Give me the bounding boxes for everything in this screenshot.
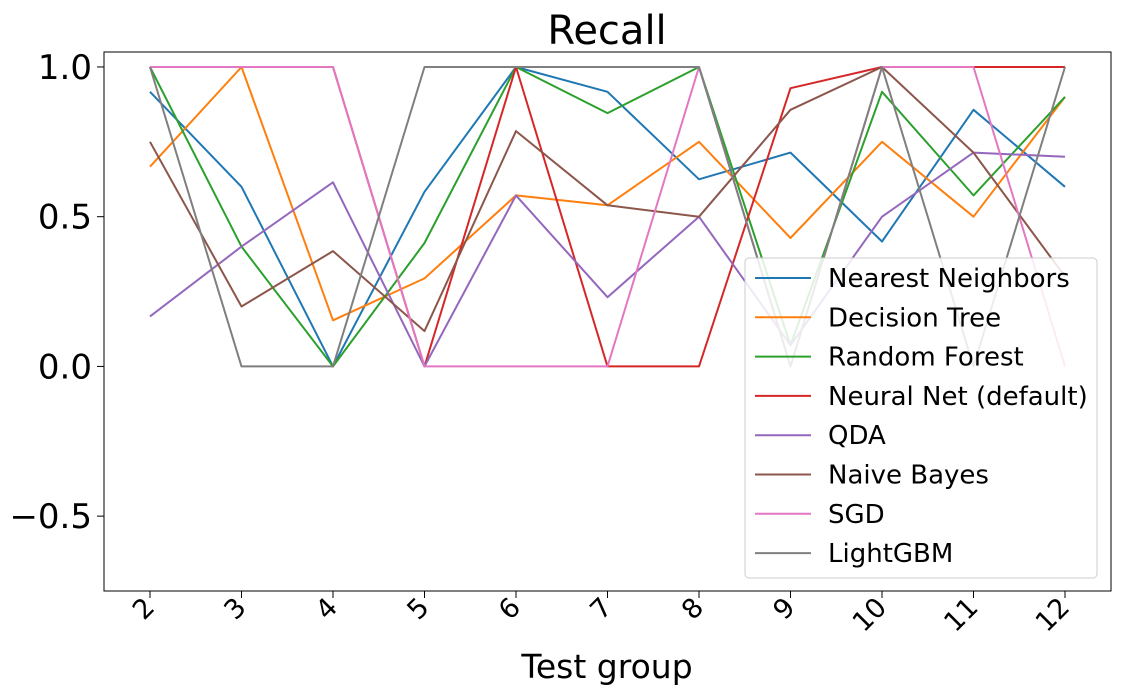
legend-label: QDA (828, 421, 886, 451)
y-axis: 1.0 0.5 0.0 −0.5 (9, 48, 104, 537)
x-tick-label: 11 (938, 592, 984, 638)
x-tick-label: 6 (493, 592, 527, 626)
series-line-random-forest (149, 66, 1066, 368)
chart-title: Recall (547, 8, 666, 54)
x-tick-label: 12 (1030, 592, 1076, 638)
y-tick-label: 0.0 (38, 347, 92, 387)
x-tick-label: 10 (847, 592, 893, 638)
x-tick-label: 7 (584, 592, 618, 626)
x-tick-label: 3 (218, 592, 252, 626)
legend-label: Decision Tree (828, 303, 1001, 333)
series-line-lightgbm (149, 66, 1066, 368)
x-axis-label: Test group (520, 647, 692, 686)
x-tick-label: 4 (310, 592, 344, 626)
x-tick-label: 2 (127, 592, 161, 626)
legend: Nearest Neighbors Decision Tree Random For… (744, 257, 1098, 579)
y-tick-label: 0.5 (38, 198, 92, 238)
x-tick-label: 9 (767, 592, 801, 626)
series-line-qda (149, 151, 1066, 368)
series-line-naive-bayes (149, 66, 1066, 333)
legend-label: Random Forest (828, 343, 1024, 373)
series-line-nearest-neighbors (149, 66, 1066, 368)
x-tick-label: 8 (676, 592, 710, 626)
legend-label: LightGBM (828, 539, 953, 569)
y-tick-label: −0.5 (9, 497, 92, 537)
y-tick-label: 1.0 (38, 48, 92, 88)
x-tick-label: 5 (401, 592, 435, 626)
legend-label: Neural Net (default) (828, 382, 1088, 412)
series-line-sgd (150, 66, 1066, 368)
legend-label: SGD (828, 500, 885, 530)
x-axis: 2 3 4 5 6 7 8 9 10 11 12 (127, 591, 1076, 638)
legend-box (744, 257, 1098, 579)
legend-label: Naive Bayes (828, 461, 989, 491)
series-lines (149, 66, 1066, 368)
legend-label: Nearest Neighbors (828, 264, 1070, 294)
